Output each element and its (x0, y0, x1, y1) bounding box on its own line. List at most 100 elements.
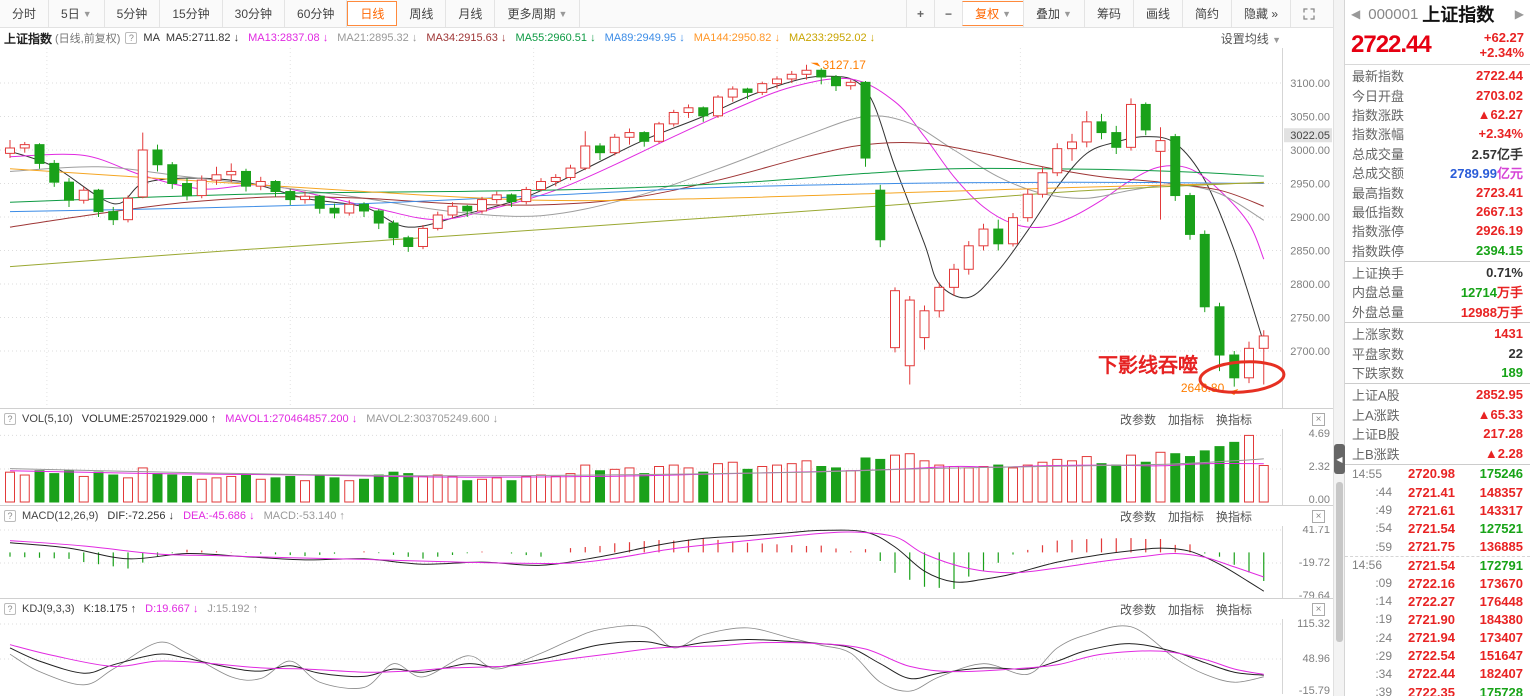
svg-text:2.32: 2.32 (1309, 461, 1330, 473)
period-more-button[interactable]: 更多周期 ▼ (495, 0, 581, 27)
quote-rows: 最新指数 2722.44 今日开盘 2703.02 指数涨跌 ▲62.27 指数涨幅 +2.3… (1345, 65, 1530, 465)
period-daily-button[interactable]: 日线 (347, 1, 398, 26)
help-icon[interactable]: ? (4, 603, 16, 615)
zoom-in-button[interactable]: + (906, 0, 934, 27)
quote-value: 2667.13 (1476, 203, 1523, 219)
quote-value: 189 (1501, 365, 1523, 381)
close-icon[interactable]: × (1312, 602, 1325, 616)
ma-lines-layer (9, 75, 1265, 344)
volume-indicator-value: VOLUME:257021929.000 ↑ (81, 413, 217, 425)
tick-row: :14 2722.27 176448 (1345, 592, 1530, 610)
change-params-link[interactable]: 改参数 (1119, 412, 1156, 427)
period-30min-button[interactable]: 30分钟 (223, 0, 286, 27)
tick-row: 14:55 2720.98 175246 (1345, 465, 1530, 483)
help-icon[interactable]: ? (125, 32, 138, 44)
add-indicator-link[interactable]: 加指标 (1167, 509, 1204, 524)
quote-row: 上证换手 0.71% (1345, 263, 1530, 282)
change-params-link[interactable]: 改参数 (1119, 509, 1156, 524)
svg-text:2750.00: 2750.00 (1290, 313, 1330, 325)
scrollbar-thumb[interactable] (1336, 482, 1343, 642)
ma-value: MA233:2952.02 ↓ (788, 32, 876, 44)
close-icon[interactable]: × (1312, 412, 1325, 426)
tick-price: 2721.90 (1408, 611, 1455, 627)
swap-indicator-link[interactable]: 换指标 (1215, 509, 1252, 524)
ma-value: MA5:2711.82 ↓ (165, 32, 240, 44)
chevron-down-icon: ▼ (1063, 8, 1072, 19)
quote-row: 上证A股 2852.95 (1345, 385, 1530, 404)
quote-value: ▲2.28 (1484, 445, 1523, 461)
stock-code: 000001 (1368, 5, 1419, 23)
chips-button[interactable]: 筹码 (1083, 0, 1133, 27)
quote-row: 最高指数 2723.41 (1345, 182, 1530, 201)
tick-time: :24 (1375, 630, 1392, 645)
hide-panel-button[interactable]: 隐藏 » (1230, 0, 1290, 27)
quote-label: 上A涨跌 (1352, 407, 1400, 423)
next-stock-arrow[interactable]: ▶ (1514, 7, 1524, 21)
overlay-button[interactable]: 叠加 ▼ (1023, 0, 1084, 27)
zoom-out-button[interactable]: − (934, 0, 962, 27)
change-params-link[interactable]: 改参数 (1119, 602, 1156, 617)
volume-ma-MAVOL2 (9, 458, 1264, 477)
tick-row: :29 2722.54 151647 (1345, 647, 1530, 665)
set-ma-button[interactable]: 设置均线 ▼ (1220, 31, 1281, 46)
quote-label: 指数涨幅 (1352, 127, 1405, 143)
change-value: +62.27 (1483, 30, 1524, 45)
quote-label: 总成交额 (1352, 166, 1405, 182)
volume-bars-layer: 4.69 2.32 0.00 (0, 428, 1330, 506)
fullscreen-button[interactable] (1290, 0, 1327, 27)
swap-indicator-link[interactable]: 换指标 (1215, 412, 1252, 427)
ma-value: MA21:2895.32 ↓ (337, 32, 418, 44)
tick-time: :09 (1375, 576, 1392, 591)
price-chart-svg[interactable]: 3100.00 3050.00 3000.00 2950.00 2900.00 2850.… (0, 28, 1333, 696)
tick-time: :39 (1375, 685, 1392, 696)
quote-label: 最新指数 (1352, 69, 1405, 85)
period-5day-button[interactable]: 5日 ▼ (49, 0, 105, 27)
add-indicator-link[interactable]: 加指标 (1167, 412, 1204, 427)
period-15min-button[interactable]: 15分钟 (160, 0, 223, 27)
period-5min-button[interactable]: 5分钟 (105, 0, 161, 27)
ma-value: MA34:2915.63 ↓ (426, 32, 507, 44)
quote-row: 上涨家数 1431 (1345, 324, 1530, 343)
quote-group: 上证A股 2852.95 上A涨跌 ▲65.33 上证B股 217.28 上B涨跌 ▲2.28 (1345, 384, 1530, 465)
period-monthly-button[interactable]: 月线 (446, 0, 496, 27)
help-icon[interactable]: ? (4, 413, 16, 425)
peak-price-label: 3127.17 (823, 58, 867, 72)
tick-time: :14 (1375, 594, 1392, 609)
tick-volume: 127521 (1479, 520, 1523, 536)
add-indicator-link[interactable]: 加指标 (1167, 602, 1204, 617)
quote-value: ▲62.27 (1477, 106, 1523, 122)
period-realtime-button[interactable]: 分时 (0, 0, 50, 27)
draw-line-button[interactable]: 画线 (1132, 0, 1182, 27)
close-icon[interactable]: × (1312, 509, 1325, 523)
prev-stock-arrow[interactable]: ◀ (1351, 7, 1361, 21)
quote-label: 指数跌停 (1352, 243, 1405, 259)
collapse-panel-handle[interactable]: ◀ (1334, 444, 1345, 474)
chart-region: 3100.00 3050.00 3000.00 2950.00 2900.00 2850.… (0, 28, 1333, 696)
tick-volume: 182407 (1479, 666, 1523, 682)
swap-indicator-link[interactable]: 换指标 (1215, 602, 1252, 617)
period-60min-button[interactable]: 60分钟 (285, 0, 348, 27)
simple-mode-button[interactable]: 简约 (1181, 0, 1231, 27)
macd-layer: 41.71-19.72-79.64 (0, 524, 1330, 602)
tick-price: 2721.94 (1408, 630, 1455, 646)
quote-label: 最低指数 (1352, 204, 1405, 220)
tick-time: 14:55 (1352, 466, 1383, 481)
quote-label: 平盘家数 (1352, 346, 1405, 362)
quote-row: 指数涨跌 ▲62.27 (1345, 105, 1530, 124)
quote-label: 指数涨停 (1352, 224, 1405, 240)
change-percent: +2.34% (1479, 45, 1524, 60)
period-weekly-button[interactable]: 周线 (397, 0, 447, 27)
tick-price: 2721.54 (1408, 557, 1455, 573)
macd-indicator-value: DEA:-45.686 ↓ (183, 510, 255, 522)
quote-value: 2789.99亿元 (1449, 166, 1523, 182)
quote-label: 上B涨跌 (1352, 446, 1400, 462)
adjust-mode-button[interactable]: 复权 ▼ (962, 1, 1023, 26)
tick-volume: 173670 (1479, 575, 1523, 591)
main-grid (0, 48, 1282, 406)
ma-line-MA144 (9, 168, 1264, 202)
quote-value: 2394.15 (1476, 242, 1523, 258)
kdj-indicator-value: J:15.192 ↑ (207, 603, 259, 615)
help-icon[interactable]: ? (4, 510, 16, 522)
kdj-links: 改参数 加指标 换指标 (1120, 601, 1252, 618)
quote-row: 指数跌停 2394.15 (1345, 241, 1530, 260)
